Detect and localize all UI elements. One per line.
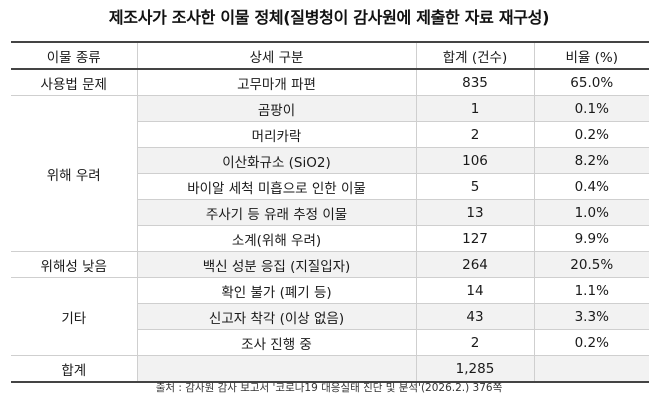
count-cell: 14 [415,277,535,304]
ratio-cell: 8.2% [533,147,649,174]
table-row: 사용법 문제 고무마개 파편 835 65.0% [11,68,649,96]
table-row: 조사 진행 중 2 0.2% [11,329,649,356]
detail-cell: 고무마개 파편 [136,68,417,96]
ratio-cell: 0.2% [533,121,649,148]
table-row-total: 합계 1,285 [11,355,649,383]
table-header-row: 이물 종류 상세 구분 합계 (건수) 비율 (%) [11,41,649,70]
count-cell: 2 [415,121,535,148]
header-category: 이물 종류 [11,41,138,70]
table-row: 기타 확인 불가 (폐기 등) 14 1.1% [11,277,649,356]
count-cell: 43 [415,303,535,330]
detail-cell: 곰팡이 [136,95,417,122]
detail-cell: 소계(위해 우려) [136,225,417,252]
ratio-cell: 65.0% [533,68,649,96]
detail-cell: 바이알 세척 미흡으로 인한 이물 [136,173,417,200]
count-cell: 264 [415,251,535,278]
table-row-subtotal: 소계(위해 우려) 127 9.9% [11,225,649,252]
detail-cell: 백신 성분 응집 (지질입자) [136,251,417,278]
total-detail-cell [136,355,417,383]
foreign-matter-table: 이물 종류 상세 구분 합계 (건수) 비율 (%) 사용법 문제 고무마개 파… [11,41,649,383]
count-cell: 13 [415,199,535,226]
table-row: 위해성 낮음 백신 성분 응집 (지질입자) 264 20.5% [11,251,649,278]
header-ratio: 비율 (%) [533,41,649,70]
ratio-cell: 9.9% [533,225,649,252]
detail-cell: 조사 진행 중 [136,329,417,356]
category-cell: 위해성 낮음 [11,251,138,278]
count-cell: 1 [415,95,535,122]
total-count-cell: 1,285 [415,355,535,383]
ratio-cell: 1.1% [533,277,649,304]
source-note: 출처 : 감사원 감사 보고서 '코로나19 대응실태 진단 및 분석'(202… [155,382,503,394]
detail-cell: 머리카락 [136,121,417,148]
category-cell: 기타 [11,277,138,356]
count-cell: 5 [415,173,535,200]
ratio-cell: 0.2% [533,329,649,356]
count-cell: 2 [415,329,535,356]
page-title: 제조사가 조사한 이물 정체(질병청이 감사원에 제출한 자료 재구성) [108,8,550,27]
ratio-cell: 1.0% [533,199,649,226]
category-cell: 위해 우려 [11,95,138,252]
ratio-cell: 0.4% [533,173,649,200]
header-detail: 상세 구분 [136,41,417,70]
detail-cell: 확인 불가 (폐기 등) [136,277,417,304]
table-row: 위해 우려 곰팡이 1 0.1% [11,95,649,252]
ratio-cell: 0.1% [533,95,649,122]
table-row: 신고자 착각 (이상 없음) 43 3.3% [11,303,649,330]
table-row: 주사기 등 유래 추정 이물 13 1.0% [11,199,649,226]
total-ratio-cell [533,355,649,383]
ratio-cell: 3.3% [533,303,649,330]
count-cell: 106 [415,147,535,174]
detail-cell: 주사기 등 유래 추정 이물 [136,199,417,226]
detail-cell: 신고자 착각 (이상 없음) [136,303,417,330]
count-cell: 835 [415,68,535,96]
header-count: 합계 (건수) [415,41,535,70]
count-cell: 127 [415,225,535,252]
category-cell: 사용법 문제 [11,68,138,96]
ratio-cell: 20.5% [533,251,649,278]
detail-cell: 이산화규소 (SiO2) [136,147,417,174]
table-row: 바이알 세척 미흡으로 인한 이물 5 0.4% [11,173,649,200]
total-label-cell: 합계 [11,355,138,383]
